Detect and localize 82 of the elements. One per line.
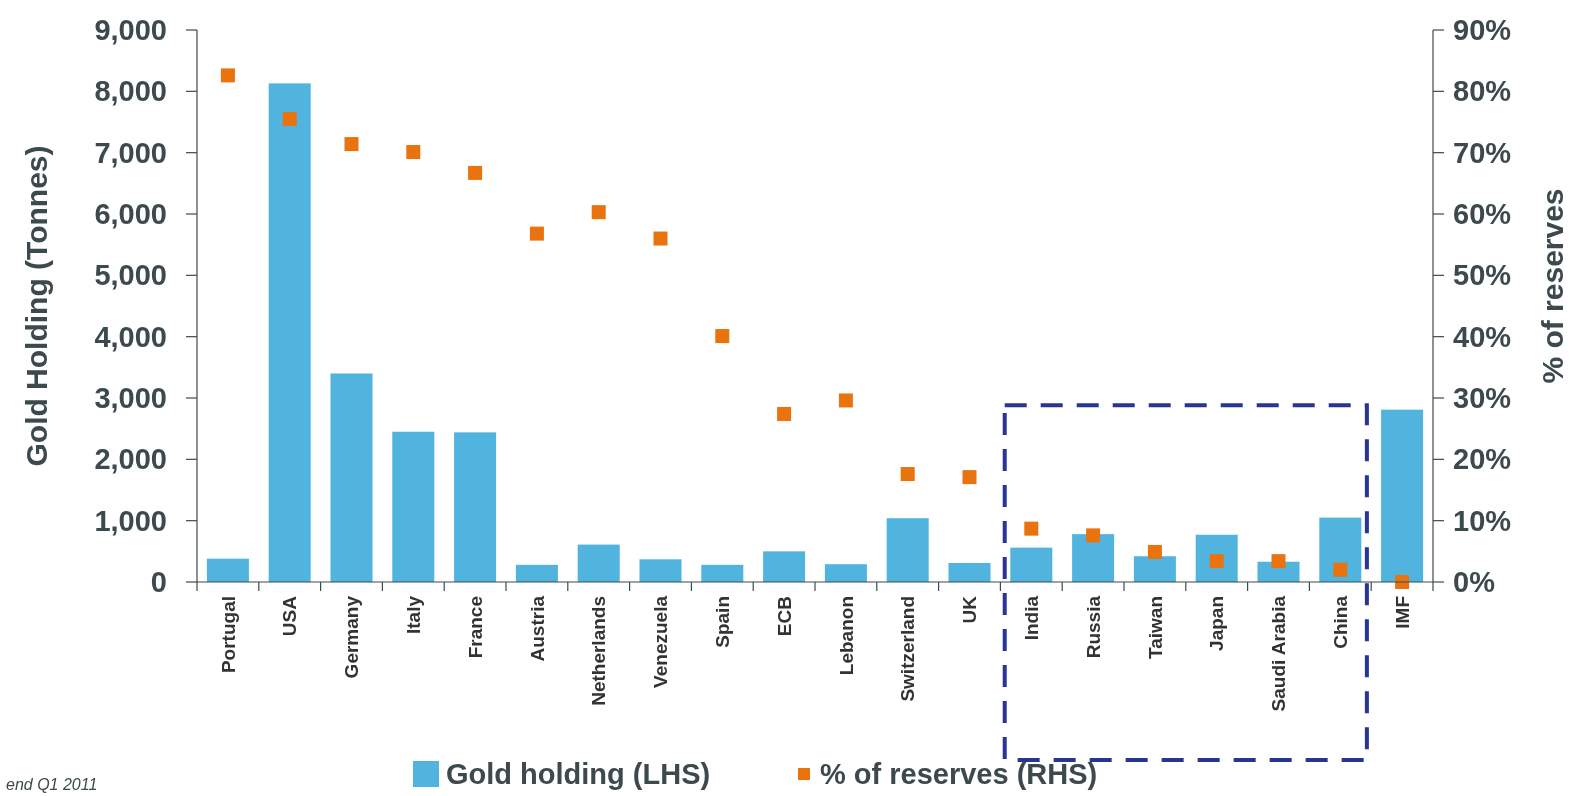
y2-tick-label: 20% xyxy=(1453,443,1512,476)
x-tick-label: Japan xyxy=(1206,596,1228,651)
y2-tick-label: 10% xyxy=(1453,504,1512,537)
x-tick-label: ECB xyxy=(773,596,795,637)
legend-label: Gold holding (LHS) xyxy=(446,758,711,791)
y2-tick-label: 90% xyxy=(1453,14,1512,47)
point xyxy=(1086,528,1101,543)
y2-tick-label: 0% xyxy=(1453,566,1496,599)
text: end Q1 2011 xyxy=(6,776,98,793)
bar xyxy=(330,373,373,582)
point xyxy=(1271,554,1286,569)
bar xyxy=(701,564,744,582)
point xyxy=(220,68,235,83)
point xyxy=(468,165,483,180)
point xyxy=(406,145,421,160)
bar xyxy=(763,551,806,582)
point xyxy=(715,329,730,344)
x-tick-label: Saudi Arabia xyxy=(1268,595,1290,712)
x-tick-label: France xyxy=(464,596,486,659)
y2-tick-label: 80% xyxy=(1453,75,1512,108)
y-tick-label: 0 xyxy=(150,566,167,599)
bar xyxy=(1381,409,1424,582)
bar xyxy=(1133,556,1176,582)
y-tick-label: 3,000 xyxy=(94,382,167,415)
x-tick-label: Switzerland xyxy=(897,596,919,702)
y-tick-label: 4,000 xyxy=(94,320,167,353)
bar xyxy=(886,518,929,582)
bar xyxy=(824,564,867,582)
y-tick-label: 1,000 xyxy=(94,504,167,537)
point xyxy=(282,111,297,126)
bar xyxy=(577,544,620,582)
point xyxy=(344,137,359,152)
legend-label: % of reserves (RHS) xyxy=(820,758,1098,791)
y2-axis-title: % of reserves xyxy=(1535,188,1569,384)
y-tick-label: 2,000 xyxy=(94,443,167,476)
x-tick-label: Netherlands xyxy=(588,596,610,706)
point xyxy=(529,226,544,241)
bar xyxy=(1010,547,1053,582)
y2-tick-label: 40% xyxy=(1453,320,1512,353)
point xyxy=(1024,521,1039,536)
x-tick-label: Portugal xyxy=(217,596,239,674)
y2-tick-label: 30% xyxy=(1453,382,1512,415)
bar xyxy=(454,432,497,582)
x-tick-label: Austria xyxy=(526,595,548,662)
bar xyxy=(206,558,249,582)
y2-tick-label: 60% xyxy=(1453,198,1512,231)
x-tick-label: IMF xyxy=(1391,596,1413,629)
y2-tick-label: 50% xyxy=(1453,259,1512,292)
x-tick-label: USA xyxy=(279,595,301,637)
bar xyxy=(1195,534,1238,582)
bar xyxy=(1319,517,1362,582)
y-tick-label: 9,000 xyxy=(94,14,167,47)
x-tick-label: Venezuela xyxy=(650,595,672,688)
x-tick-label: Germany xyxy=(341,595,363,679)
y-tick-label: 7,000 xyxy=(94,136,167,169)
y-tick-label: 6,000 xyxy=(94,198,167,231)
x-tick-label: Spain xyxy=(711,596,733,648)
x-tick-label: UK xyxy=(959,595,981,624)
point xyxy=(1147,544,1162,559)
bar xyxy=(268,83,311,582)
x-tick-label: Italy xyxy=(402,595,424,635)
point xyxy=(900,467,915,482)
y-axis-title: Gold Holding (Tonnes) xyxy=(19,145,53,467)
point xyxy=(777,406,792,421)
x-tick-label: India xyxy=(1020,595,1042,641)
x-tick-label: Russia xyxy=(1082,595,1104,659)
y-tick-label: 5,000 xyxy=(94,259,167,292)
y2-tick-label: 70% xyxy=(1453,136,1512,169)
point xyxy=(838,393,853,408)
x-tick-label: China xyxy=(1329,595,1351,649)
bar xyxy=(392,431,435,582)
point xyxy=(1333,562,1348,577)
bar xyxy=(948,562,991,582)
point xyxy=(653,231,668,246)
x-tick-label: Taiwan xyxy=(1144,596,1166,659)
point xyxy=(591,205,606,220)
x-tick-label: Lebanon xyxy=(835,596,857,676)
bar xyxy=(1072,534,1115,582)
bar xyxy=(639,559,682,582)
point xyxy=(962,470,977,485)
y-tick-label: 8,000 xyxy=(94,75,167,108)
bar xyxy=(515,564,558,582)
